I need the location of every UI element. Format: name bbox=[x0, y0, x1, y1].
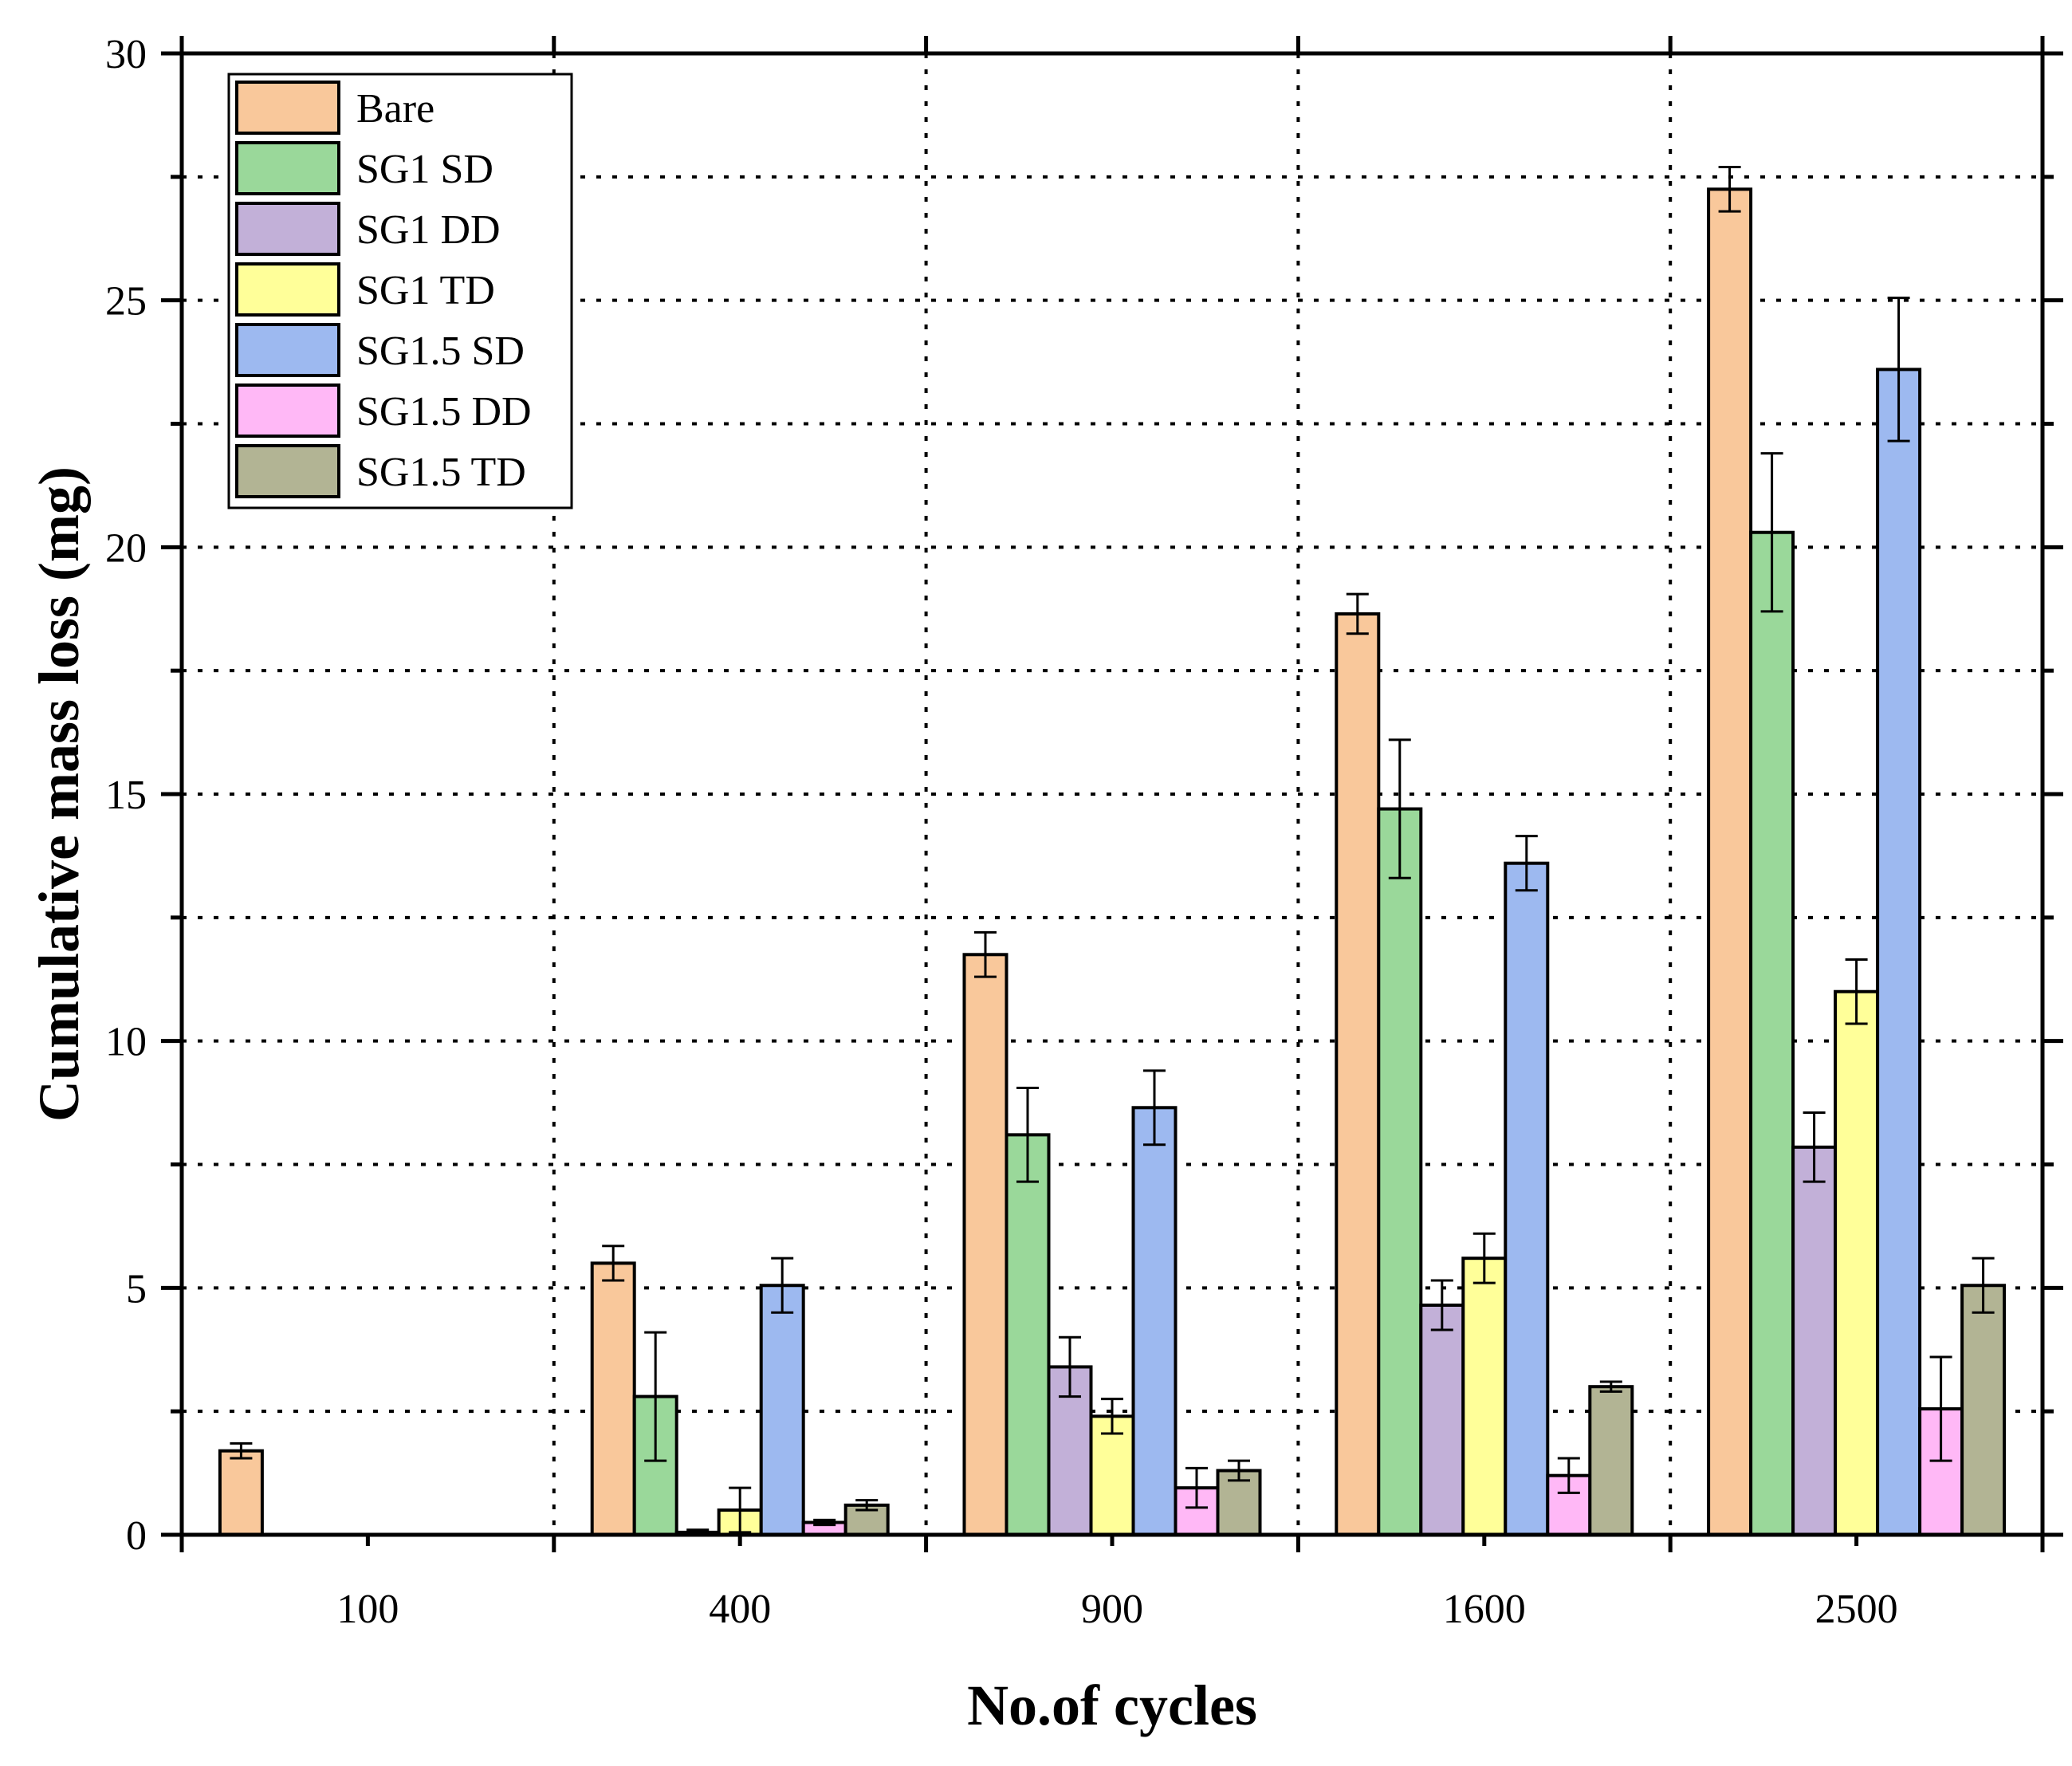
legend-label: SG1 TD bbox=[356, 268, 495, 313]
bar-sg1-5-td-1600 bbox=[1588, 1385, 1634, 1536]
y-tick-label: 0 bbox=[126, 1513, 147, 1559]
bar-bare-400 bbox=[590, 1261, 636, 1537]
legend-swatch-sg1-sd bbox=[235, 141, 340, 195]
bar-sg1-dd-2500 bbox=[1791, 1145, 1838, 1537]
x-tick-label: 400 bbox=[709, 1587, 771, 1632]
legend-swatch-sg1-td bbox=[235, 262, 340, 317]
bar-sg1-5-sd-2500 bbox=[1876, 368, 1922, 1537]
x-tick-label: 2500 bbox=[1815, 1587, 1898, 1632]
x-tick-label: 900 bbox=[1081, 1587, 1143, 1632]
legend-swatch-sg1-5-dd bbox=[235, 383, 340, 438]
bar-sg1-sd-2500 bbox=[1749, 530, 1795, 1537]
bars bbox=[218, 165, 2007, 1537]
legend-label: SG1.5 TD bbox=[356, 450, 526, 495]
legend-swatch-sg1-5-sd bbox=[235, 323, 340, 377]
y-tick-label: 25 bbox=[105, 279, 147, 324]
legend-label: SG1 SD bbox=[356, 147, 493, 192]
y-axis-title: Cumulative mass loss (mg) bbox=[27, 466, 91, 1122]
axes: 0 5 10 15 20 25 30 100 400 900 1600 2500 bbox=[105, 32, 2063, 1632]
bar-bare-100 bbox=[218, 1449, 264, 1537]
bar-bare-1600 bbox=[1335, 612, 1381, 1536]
bar-sg1-5-td-2500 bbox=[1960, 1284, 2007, 1537]
bar-sg1-td-2500 bbox=[1834, 989, 1880, 1536]
bar-sg1-5-sd-400 bbox=[759, 1284, 805, 1537]
bar-sg1-5-sd-900 bbox=[1131, 1106, 1178, 1536]
legend-label: SG1 DD bbox=[356, 207, 501, 253]
bar-sg1-sd-900 bbox=[1005, 1133, 1051, 1536]
bar-sg1-sd-1600 bbox=[1377, 807, 1423, 1536]
x-tick-label: 100 bbox=[336, 1587, 399, 1632]
bar-bare-900 bbox=[962, 953, 1008, 1536]
legend-label: SG1.5 SD bbox=[356, 328, 525, 374]
y-tick-label: 15 bbox=[105, 773, 147, 818]
legend-label: Bare bbox=[356, 86, 434, 132]
legend: Bare SG1 SD SG1 DD SG1 TD SG1.5 SD SG1.5 DD SG… bbox=[227, 73, 573, 509]
bar-sg1-5-sd-1600 bbox=[1504, 861, 1550, 1536]
y-tick-label: 10 bbox=[105, 1020, 147, 1065]
bar-sg1-td-1600 bbox=[1461, 1257, 1508, 1536]
legend-label: SG1.5 DD bbox=[356, 389, 532, 435]
bar-bare-2500 bbox=[1707, 187, 1753, 1537]
y-tick-label: 30 bbox=[105, 32, 147, 77]
bar-sg1-dd-1600 bbox=[1419, 1304, 1465, 1536]
x-axis-title: No.of cycles bbox=[967, 1674, 1257, 1737]
y-tick-label: 5 bbox=[126, 1266, 147, 1312]
y-tick-label: 20 bbox=[105, 525, 147, 571]
legend-swatch-sg1-dd bbox=[235, 202, 340, 256]
legend-swatch-bare bbox=[235, 81, 340, 135]
x-tick-label: 1600 bbox=[1443, 1587, 1526, 1632]
legend-swatch-sg1-5-td bbox=[235, 444, 340, 498]
